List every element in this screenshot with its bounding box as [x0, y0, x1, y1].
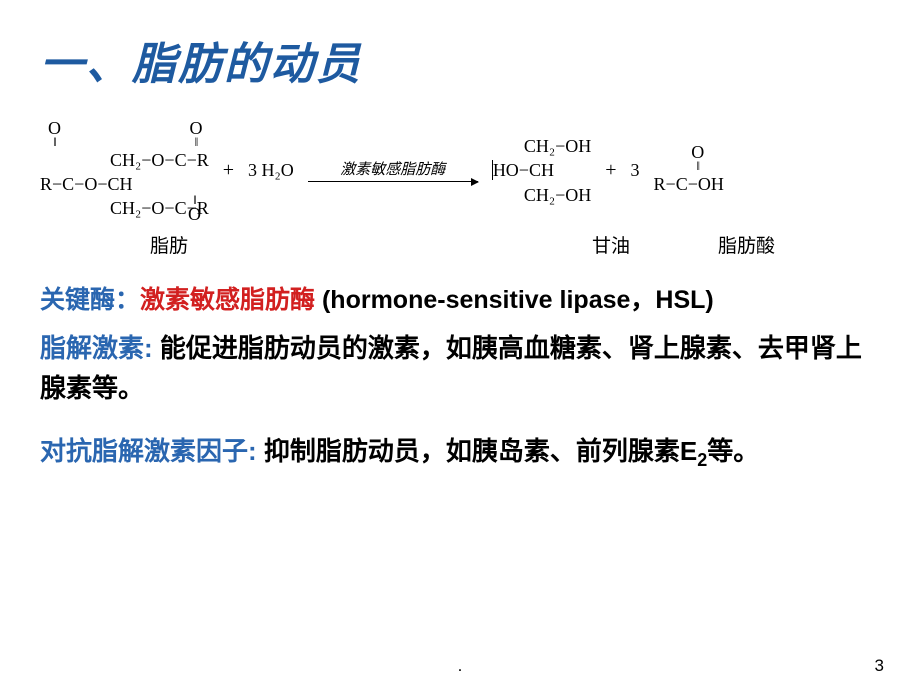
para-body: 能促进脂肪动员的激素，如胰高血糖素、肾上腺素、去甲肾上腺素等。	[40, 333, 862, 403]
chem-line: R−C−OH	[654, 172, 724, 196]
paragraph-anti-lipolytic: 对抗脂解激素因子: 抑制脂肪动员，如胰岛素、前列腺素E2等。	[40, 431, 880, 475]
coefficient: 3	[631, 160, 640, 181]
molecule-triglyceride: O ‖ O ‖ CH₂−O−C−R R−C−O−CH	[40, 120, 209, 221]
page-number: 3	[875, 656, 884, 676]
label-fatty-acid: 脂肪酸	[718, 231, 775, 258]
key-enzyme-line: 关键酶：激素敏感脂肪酶 (hormone-sensitive lipase，HS…	[40, 282, 880, 318]
molecule-glycerol: CH₂−OH HO−CH CH₂−OH	[492, 134, 591, 207]
footer-mark: .	[0, 656, 920, 676]
para-body: 等。	[707, 436, 759, 466]
key-enzyme-prefix: 关键酶：	[40, 286, 140, 314]
section-title: 一、脂肪的动员	[40, 28, 880, 92]
oxygen-label: O	[188, 206, 201, 222]
label-glycerol: 甘油	[592, 231, 630, 258]
para-lead: 脂解激素:	[40, 333, 153, 363]
key-enzyme-english: (hormone-sensitive lipase，HSL)	[315, 286, 714, 314]
label-triglyceride: 脂肪	[150, 231, 188, 258]
chem-line: CH₂−OH	[524, 134, 591, 158]
chem-line: HO−CH	[493, 160, 554, 180]
arrow-label: 激素敏感脂肪酶	[340, 158, 445, 179]
key-enzyme-name: 激素敏感脂肪酶	[140, 286, 315, 314]
plus-sign: +	[223, 159, 234, 182]
paragraph-lipolytic-hormones: 脂解激素: 能促进脂肪动员的激素，如胰高血糖素、肾上腺素、去甲肾上腺素等。	[40, 328, 880, 409]
molecule-fatty-acid: O ‖ R−C−OH	[654, 144, 724, 196]
chem-line: CH₂−OH	[524, 183, 591, 207]
chemical-equation: O ‖ O ‖ CH₂−O−C−R R−C−O−CH	[40, 120, 880, 221]
para-lead: 对抗脂解激素因子:	[40, 436, 257, 466]
coefficient: 3 H₂O	[248, 160, 294, 181]
reaction-arrow: 激素敏感脂肪酶	[308, 158, 478, 182]
para-body: 抑制脂肪动员，如胰岛素、前列腺素E	[257, 436, 698, 466]
chem-line: R−C−O−CH	[40, 172, 132, 196]
molecule-labels: 脂肪 甘油 脂肪酸	[40, 231, 880, 258]
chem-line: CH₂−O−C−R	[110, 148, 209, 172]
plus-sign: +	[605, 159, 616, 182]
subscript: 2	[697, 450, 707, 470]
double-bond-icon: ‖	[691, 160, 704, 172]
